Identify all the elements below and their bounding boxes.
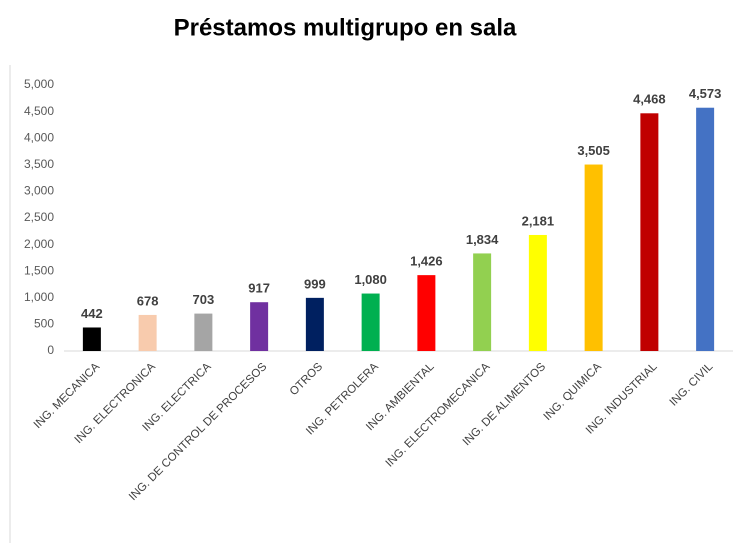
y-tick-label: 1,000 — [24, 290, 54, 304]
y-tick-label: 500 — [34, 317, 54, 331]
bar — [194, 313, 213, 351]
data-label: 442 — [81, 306, 103, 321]
data-label: 3,505 — [577, 143, 610, 158]
y-tick-label: 5,000 — [24, 77, 54, 91]
data-label: 4,468 — [633, 92, 666, 107]
data-label: 917 — [248, 281, 270, 296]
bar — [361, 293, 380, 351]
data-label: 1,426 — [410, 254, 443, 269]
y-tick-label: 1,500 — [24, 263, 54, 277]
data-label: 1,834 — [466, 232, 499, 247]
bar — [696, 107, 715, 351]
y-tick-label: 3,500 — [24, 157, 54, 171]
x-tick-label: ING. CIVIL — [668, 360, 716, 408]
x-tick-label: ING. ELECTROMECANICA — [384, 361, 493, 470]
y-tick-label: 4,500 — [24, 104, 54, 118]
bar — [417, 275, 436, 351]
y-tick-label: 0 — [47, 343, 54, 357]
y-tick-label: 2,500 — [24, 210, 54, 224]
bar — [640, 113, 659, 351]
y-tick-label: 4,000 — [24, 130, 54, 144]
bar — [584, 164, 603, 351]
y-tick-label: 3,000 — [24, 184, 54, 198]
x-tick-label: OTROS — [288, 361, 326, 399]
data-label: 2,181 — [522, 213, 555, 228]
data-label: 678 — [137, 293, 159, 308]
x-tick-label: ING. QUIMICA — [542, 361, 604, 423]
data-label: 703 — [193, 292, 215, 307]
bar — [528, 234, 547, 351]
data-label: 1,080 — [354, 272, 387, 287]
bar — [82, 327, 101, 351]
y-tick-label: 2,000 — [24, 237, 54, 251]
chart-title: Préstamos multigrupo en sala — [174, 14, 517, 41]
bar — [138, 314, 157, 351]
data-label: 999 — [304, 276, 326, 291]
bar — [250, 302, 269, 351]
bar — [473, 253, 492, 351]
data-label: 4,573 — [689, 86, 722, 101]
bar — [305, 297, 324, 351]
